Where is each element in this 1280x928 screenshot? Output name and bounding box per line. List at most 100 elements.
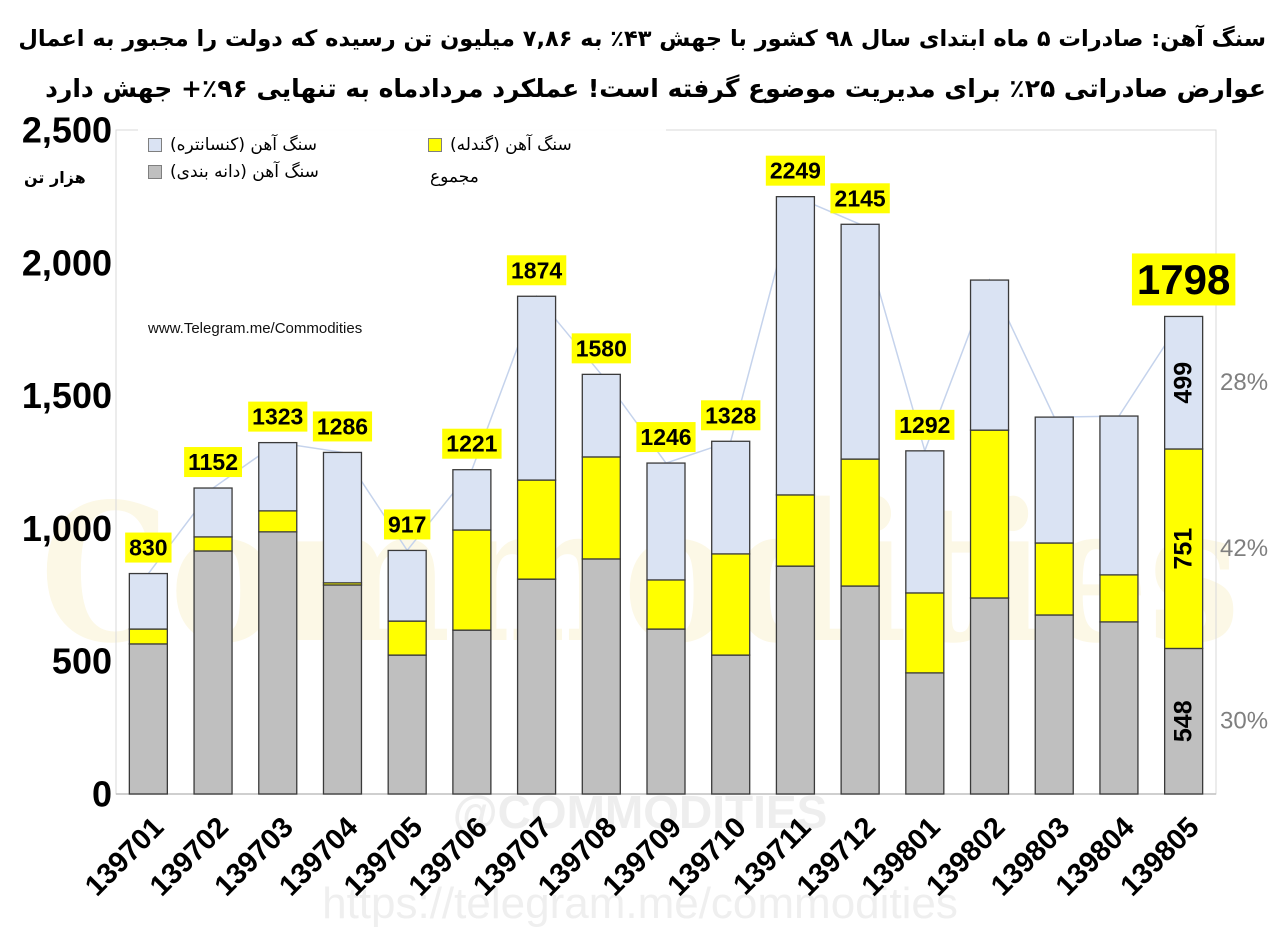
total-label-139712: 2145 <box>830 183 890 214</box>
total-label-text: 1152 <box>188 449 238 475</box>
bar-segment-graded-ore <box>193 550 233 795</box>
total-label-text: 1580 <box>576 335 627 361</box>
bar-139804 <box>1099 415 1139 795</box>
total-label-text: 1874 <box>511 257 562 283</box>
total-label-139711: 2249 <box>765 155 825 186</box>
bar-segment-pellet <box>1034 542 1074 616</box>
bar-segment-graded-ore <box>969 597 1010 795</box>
y-tick-label: 0 <box>92 774 112 815</box>
bar-segment-concentrate <box>581 373 621 458</box>
bar-segment-pellet <box>128 628 169 645</box>
total-label-box <box>442 428 502 459</box>
bar-segment-pellet <box>646 579 686 630</box>
total-labels: 830 1152 1323 1286 917 1221 1874 1580 1246 1328 22… <box>125 155 1236 563</box>
bar-segment-graded-ore <box>905 672 945 795</box>
bar-139803 <box>1034 416 1074 795</box>
y-axis-tick-labels: 0 500 1,000 1,500 2,000 2,500 <box>22 110 112 815</box>
watermark-url: https://telegram.me/commodities <box>322 879 958 928</box>
bar-139705 <box>387 549 427 795</box>
bar-139802 <box>969 279 1010 795</box>
bar-segment-concentrate <box>452 469 492 531</box>
bar-segment-concentrate <box>646 462 686 581</box>
total-label-box <box>701 400 761 431</box>
bar-segment-pellet <box>775 494 816 567</box>
bar-segment-pellet <box>452 529 492 631</box>
total-label-box <box>125 532 172 563</box>
total-label-139707: 1874 <box>506 255 567 286</box>
bars <box>128 196 1204 795</box>
bar-segment-pellet <box>516 479 557 580</box>
bar-segment-concentrate <box>969 279 1010 431</box>
total-label-text: 1323 <box>252 404 303 430</box>
bar-segment-pellet <box>905 592 945 674</box>
bar-segment-concentrate <box>1163 315 1204 450</box>
legend-label-pellet: سنگ آهن (گندله) <box>450 135 572 155</box>
y-tick-label: 2,500 <box>22 110 112 151</box>
title-line-2-text: عوارض صادراتی ۲۵٪ برای مدیریت موضوع گرفت… <box>45 74 1266 103</box>
total-label-box <box>248 401 308 432</box>
total-label-text: 1798 <box>1137 256 1230 303</box>
last-bar-breakdown: 548 30% 751 42% 499 28% <box>1170 362 1268 742</box>
legend-swatch-graded-ore <box>148 165 162 179</box>
telegram-link-annotation: www.Telegram.me/Commodities <box>148 320 363 337</box>
last-bar-share-graded-ore: 30% <box>1220 708 1268 735</box>
bar-segment-graded-ore <box>581 558 621 795</box>
bar-segment-concentrate <box>128 572 169 630</box>
bar-segment-concentrate <box>322 451 363 584</box>
total-label-box <box>184 447 243 478</box>
legend-swatch-concentrate <box>148 138 162 152</box>
legend-item-total: مجموع <box>430 167 479 187</box>
bar-segment-graded-ore <box>840 585 880 795</box>
chart-title: سنگ آهن: صادرات ۵ ماه ابتدای سال ۹۸ کشور… <box>14 14 1266 114</box>
bar-segment-pellet <box>711 553 751 656</box>
bar-segment-pellet <box>969 429 1010 599</box>
bar-segment-concentrate <box>258 441 298 512</box>
bar-segment-graded-ore <box>516 578 557 795</box>
bar-139801 <box>905 450 945 795</box>
bar-segment-graded-ore <box>646 628 686 795</box>
total-label-139710: 1328 <box>701 400 761 431</box>
bar-139805 <box>1163 315 1204 795</box>
legend-label-concentrate: سنگ آهن (کنسانتره) <box>170 135 318 155</box>
total-label-text: 830 <box>129 535 167 561</box>
bar-segment-concentrate <box>905 450 945 594</box>
bar-segment-pellet <box>581 456 621 560</box>
bar-segment-pellet <box>193 536 233 552</box>
total-label-139706: 1221 <box>442 428 502 459</box>
bar-segment-pellet <box>1099 574 1139 623</box>
last-bar-value-pellet: 751 <box>1170 528 1198 570</box>
total-label-box <box>830 183 890 214</box>
legend-swatch-pellet <box>428 138 442 152</box>
total-label-139708: 1580 <box>571 333 631 364</box>
bar-139701 <box>128 572 169 795</box>
bar-139703 <box>258 441 298 795</box>
y-axis-unit-label: هزار تن <box>24 168 86 187</box>
y-tick-label: 1,500 <box>22 375 112 416</box>
last-bar-share-pellet: 42% <box>1220 535 1268 562</box>
total-label-139801: 1292 <box>895 409 955 440</box>
legend-label-graded-ore: سنگ آهن (دانه بندی) <box>170 162 319 182</box>
y-tick-label: 500 <box>52 641 112 682</box>
total-label-139701: 830 <box>125 532 172 563</box>
bar-segment-pellet <box>1163 448 1204 650</box>
total-label-text: 917 <box>388 511 426 537</box>
total-label-text: 1328 <box>705 402 756 428</box>
legend-item-graded-ore: سنگ آهن (دانه بندی) <box>148 162 319 182</box>
bar-segment-graded-ore <box>1099 621 1139 795</box>
bar-segment-concentrate <box>711 440 751 555</box>
last-bar-share-concentrate: 28% <box>1220 369 1268 396</box>
bar-segment-concentrate <box>1034 416 1074 544</box>
bar-segment-concentrate <box>516 295 557 481</box>
total-label-box <box>383 509 431 540</box>
bar-139702 <box>193 487 233 795</box>
bar-139706 <box>452 469 492 795</box>
bar-segment-concentrate <box>840 223 880 460</box>
bar-segment-graded-ore <box>711 654 751 795</box>
total-label-text: 1286 <box>317 413 368 439</box>
bar-segment-concentrate <box>387 549 427 622</box>
total-label-139704: 1286 <box>312 411 373 442</box>
bar-139704 <box>322 451 363 795</box>
bar-139707 <box>516 295 557 795</box>
legend-item-pellet: سنگ آهن (گندله) <box>428 135 572 155</box>
total-label-139709: 1246 <box>636 422 696 453</box>
